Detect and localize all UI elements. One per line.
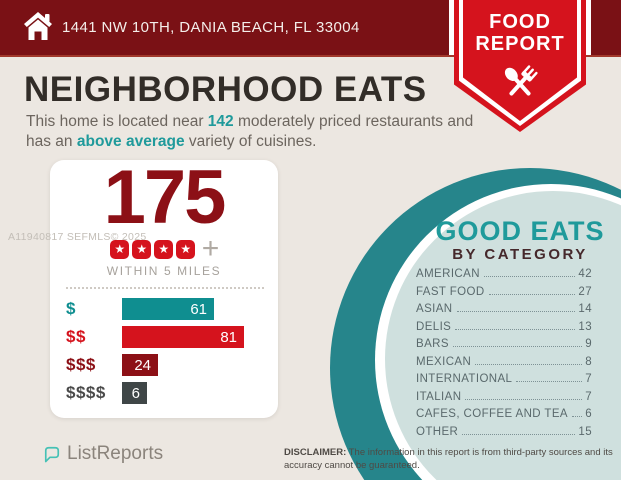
category-label: BARS (416, 338, 449, 350)
category-leader (455, 328, 576, 330)
utensils-icon (504, 65, 538, 96)
fork-icon (509, 65, 538, 96)
category-list: AMERICAN 42 FAST FOOD 27 ASIAN 14 DELIS 13 BARS 9… (416, 268, 592, 443)
restaurant-count-accent: 142 (207, 113, 234, 130)
category-leader (488, 293, 576, 295)
category-value: 42 (578, 268, 592, 280)
category-leader (475, 363, 583, 365)
intro-part2: moderately priced restaurants and (233, 113, 474, 130)
category-label: DELIS (416, 320, 452, 333)
category-label: OTHER (416, 425, 459, 438)
category-value: 7 (585, 390, 592, 403)
category-label: ITALIAN (416, 390, 462, 403)
intro-part3: has an (26, 132, 77, 150)
category-label: AMERICAN (416, 268, 480, 280)
good-eats-title: GOOD EATS (435, 216, 605, 246)
star-icon: ★ (110, 239, 130, 259)
category-row: OTHER 15 (416, 426, 592, 444)
tier-label: $ (66, 299, 76, 319)
category-label: ASIAN (416, 303, 453, 315)
disclaimer-body: The information in this report is from t… (284, 447, 613, 471)
category-leader (452, 346, 583, 347)
spoon-icon (504, 67, 531, 96)
category-leader (516, 381, 583, 382)
disclaimer-label: DISCLAIMER: (284, 447, 347, 458)
disclaimer-text: DISCLAIMER: The information in this repo… (284, 447, 618, 473)
star-icon: ★ (176, 239, 196, 259)
tier-row: $$$ 24 (66, 354, 266, 377)
tier-label: $$ (66, 327, 86, 347)
category-leader (483, 276, 576, 277)
tier-value: 6 (131, 384, 140, 402)
tier-value: 61 (190, 300, 207, 318)
category-value: 7 (585, 373, 592, 385)
property-address: 1441 NW 10TH, DANIA BEACH, FL 33004 (62, 19, 360, 36)
category-row: ITALIAN 7 (416, 391, 592, 409)
listreports-wordmark: ListReports (67, 443, 164, 464)
tier-value: 24 (134, 356, 151, 374)
tier-label: $$$ (66, 355, 96, 375)
intro-part1: This home is located near (26, 113, 208, 130)
category-leader (571, 416, 583, 417)
tier-bar: 6 (122, 382, 147, 405)
category-row: INTERNATIONAL 7 (416, 373, 592, 391)
tier-row: $$$$ 6 (66, 382, 266, 405)
dotted-divider (66, 287, 264, 290)
tier-bar: 24 (122, 354, 158, 377)
category-label: INTERNATIONAL (416, 373, 513, 385)
category-value: 13 (578, 320, 592, 333)
category-label: MEXICAN (416, 355, 472, 368)
good-eats-subtitle: BY CATEGORY (452, 246, 588, 263)
category-row: ASIAN 14 (416, 303, 592, 321)
tier-row: $61 (66, 298, 266, 321)
tier-label: $$$$ (66, 383, 106, 403)
category-label: CAFES, COFFEE AND TEA (416, 408, 568, 420)
category-value: 14 (578, 303, 592, 315)
plus-icon: + (201, 232, 220, 266)
radius-label: WITHIN 5 MILES (106, 264, 222, 279)
category-leader (456, 311, 576, 312)
category-row: MEXICAN 8 (416, 356, 592, 374)
category-row: BARS 9 (416, 338, 592, 356)
category-value: 6 (585, 408, 592, 420)
category-row: AMERICAN 42 (416, 268, 592, 286)
category-row: FAST FOOD 27 (416, 286, 592, 304)
rating-stars: ★ ★ ★ ★ + (50, 232, 278, 266)
category-value: 9 (585, 338, 592, 350)
summary-card: 175 ★ ★ ★ ★ + WITHIN 5 MILES $61 $$ 81 $$$ 24 $$$… (50, 155, 278, 418)
star-icon: ★ (154, 239, 174, 259)
listreports-logo-icon (44, 446, 60, 463)
tier-row: $$ 81 (66, 326, 266, 349)
total-restaurant-count: 175 (103, 155, 227, 240)
intro-part4: variety of cuisines. (184, 132, 317, 150)
category-leader (462, 433, 576, 435)
category-label: FAST FOOD (416, 285, 485, 298)
tier-bar: 81 (122, 326, 244, 349)
star-icon: ★ (132, 239, 152, 259)
category-row: DELIS 13 (416, 321, 592, 339)
intro-text: This home is located near 142 moderately… (26, 112, 486, 151)
price-tier-chart: $61 $$ 81 $$$ 24 $$$$ 6 (50, 289, 278, 405)
watermark-text: A11940817 SEFMLS© 2025 (8, 231, 147, 243)
house-icon (24, 12, 52, 40)
badge-title-report: REPORT (475, 33, 565, 55)
category-value: 8 (585, 355, 592, 368)
tier-bar: 61 (122, 298, 214, 321)
badge-title-food: FOOD (489, 11, 551, 33)
category-leader (465, 398, 583, 400)
tier-value: 81 (220, 328, 237, 346)
category-value: 15 (578, 425, 592, 438)
category-value: 27 (578, 285, 592, 298)
page-title: NEIGHBORHOOD EATS (24, 70, 427, 109)
variety-accent: above average (76, 132, 185, 150)
food-report-badge: FOOD REPORT (454, 0, 586, 132)
category-row: CAFES, COFFEE AND TEA 6 (416, 408, 592, 426)
